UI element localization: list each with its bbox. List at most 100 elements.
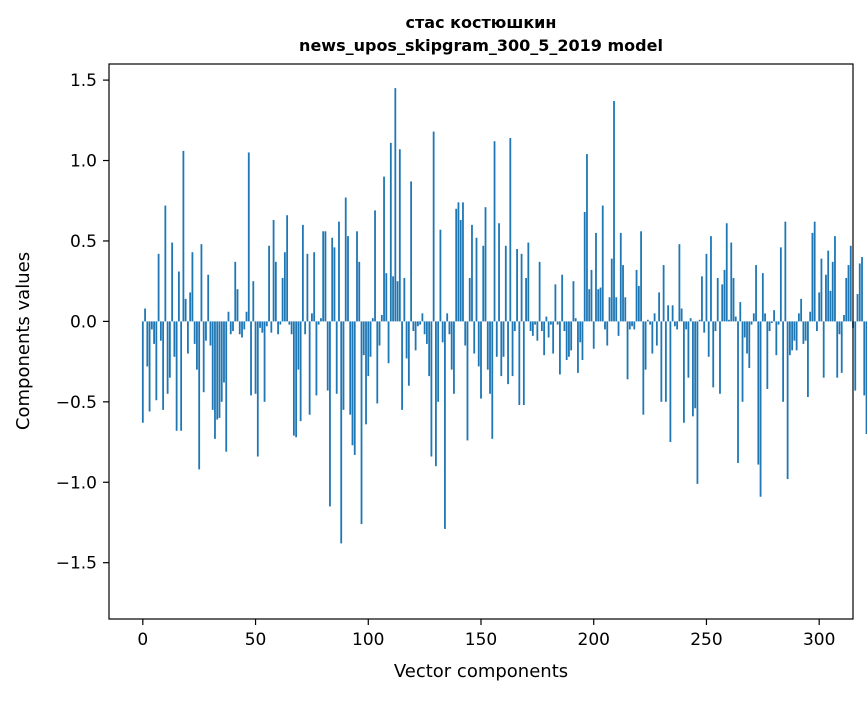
bar xyxy=(380,314,383,322)
bar xyxy=(288,321,291,325)
bar xyxy=(669,321,672,443)
bar xyxy=(401,321,403,410)
bar xyxy=(471,224,473,322)
chart-title: стас костюшкин xyxy=(406,13,557,32)
y-axis-label: Components values xyxy=(13,252,34,430)
bar xyxy=(311,313,313,322)
bar xyxy=(730,242,733,322)
y-axis-ticks: 1.5 1.0 0.5 0.0 −0.5 −1.0 −1.5 xyxy=(56,71,109,574)
bar xyxy=(376,321,379,404)
bar xyxy=(171,242,174,322)
bar xyxy=(766,321,769,389)
bar xyxy=(741,321,744,402)
bar xyxy=(425,321,428,344)
bar xyxy=(608,297,611,322)
bar xyxy=(358,261,361,322)
bar xyxy=(750,321,753,325)
bar xyxy=(660,321,663,402)
bar xyxy=(572,281,575,322)
bar xyxy=(184,298,187,322)
bar xyxy=(516,249,518,322)
bar xyxy=(304,321,307,335)
bar xyxy=(157,253,160,322)
bar xyxy=(565,321,568,360)
bar xyxy=(241,321,243,338)
bar xyxy=(633,321,636,330)
bar xyxy=(268,245,270,322)
bar xyxy=(793,321,796,341)
bar xyxy=(529,321,532,332)
bar xyxy=(545,316,548,322)
bar xyxy=(209,321,212,346)
bar xyxy=(511,321,514,377)
bar xyxy=(270,321,273,333)
bar xyxy=(752,313,755,322)
bar xyxy=(349,321,352,415)
bar xyxy=(177,271,180,322)
bar xyxy=(705,253,708,322)
bar xyxy=(626,321,629,380)
bar xyxy=(464,321,467,346)
bar xyxy=(732,277,735,322)
bar xyxy=(590,269,593,322)
bar xyxy=(642,321,645,415)
bar xyxy=(216,321,219,420)
x-tick-label: 100 xyxy=(352,630,384,650)
bar xyxy=(637,286,640,322)
bar xyxy=(153,321,155,344)
bar xyxy=(559,321,561,375)
bar xyxy=(486,321,489,370)
bar xyxy=(601,205,604,322)
bar xyxy=(295,321,298,438)
bar xyxy=(286,215,289,322)
bar xyxy=(279,321,282,325)
bar xyxy=(322,231,325,322)
bar xyxy=(394,88,397,322)
bar xyxy=(389,142,392,322)
y-tick-label: −1.5 xyxy=(56,554,97,574)
bar xyxy=(306,253,309,322)
bar xyxy=(371,318,374,322)
bar xyxy=(265,321,268,327)
bar xyxy=(182,150,185,322)
bar xyxy=(315,321,318,396)
bar xyxy=(175,321,178,431)
bar xyxy=(214,321,216,439)
bar xyxy=(619,232,622,322)
bar xyxy=(200,244,203,322)
bar xyxy=(141,321,144,423)
bar xyxy=(568,321,570,357)
bar xyxy=(723,269,726,322)
bar xyxy=(831,261,834,322)
bar xyxy=(168,321,171,378)
bar xyxy=(834,236,836,322)
bar xyxy=(777,321,780,325)
bar xyxy=(324,231,327,322)
bar xyxy=(329,321,331,507)
bar xyxy=(588,289,591,322)
chart-subtitle: news_upos_skipgram_300_5_2019 model xyxy=(299,36,663,55)
bar xyxy=(281,277,284,322)
bar xyxy=(498,223,500,322)
bar xyxy=(847,265,850,322)
bar xyxy=(468,277,471,322)
bar xyxy=(256,321,259,457)
bar xyxy=(466,321,469,441)
bar xyxy=(502,321,505,357)
bar xyxy=(617,321,620,336)
bar xyxy=(362,321,365,356)
x-tick-label: 300 xyxy=(803,630,835,650)
bar xyxy=(274,261,277,322)
bar xyxy=(299,321,302,422)
bar xyxy=(628,321,631,330)
bar xyxy=(218,321,221,418)
bar xyxy=(696,321,699,484)
bar xyxy=(653,313,656,322)
bar xyxy=(335,321,338,394)
bar xyxy=(687,321,690,378)
bar xyxy=(198,321,201,470)
bar xyxy=(581,321,584,360)
bar xyxy=(667,305,670,322)
